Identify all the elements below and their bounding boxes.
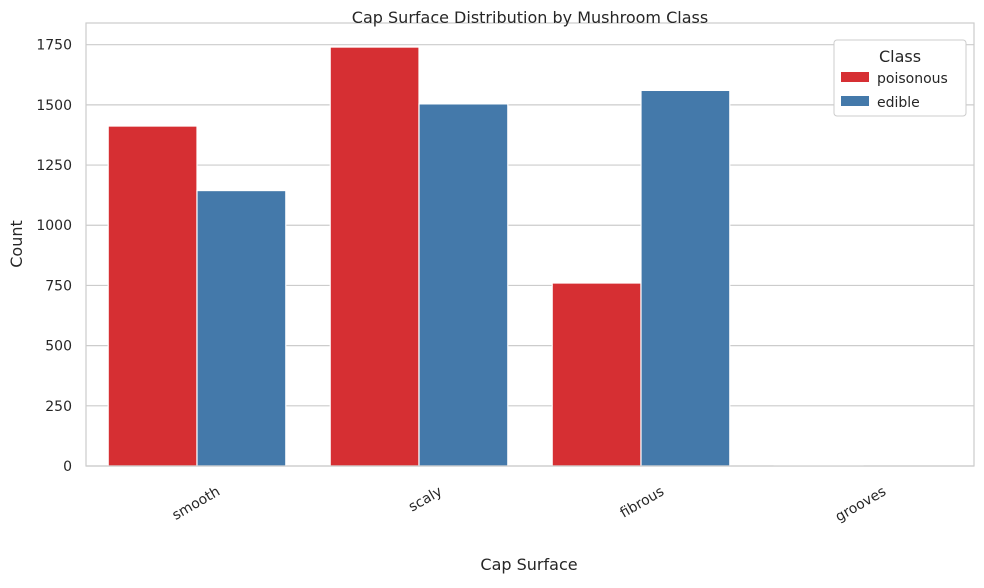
y-tick-label: 1500 [36, 98, 72, 114]
legend: Class poisonous edible [833, 39, 967, 117]
y-tick-label: 1250 [36, 158, 72, 174]
legend-title: Class [879, 47, 921, 66]
bar-edible-smooth [196, 189, 287, 467]
y-tick-label: 500 [45, 339, 72, 355]
legend-swatch-poisonous [841, 72, 869, 82]
x-tick-label: grooves [833, 484, 889, 526]
bar-edible-fibrous [640, 89, 731, 467]
y-tick-label: 250 [45, 399, 72, 415]
y-tick-label: 1750 [36, 38, 72, 54]
y-tick-label: 750 [45, 278, 72, 294]
bar-poisonous-fibrous [551, 282, 642, 467]
chart-title: Cap Surface Distribution by Mushroom Cla… [352, 8, 708, 27]
x-tick-labels: smooth scaly fibrous grooves [170, 484, 889, 526]
bars [107, 46, 864, 467]
legend-label-edible: edible [877, 95, 920, 111]
bar-poisonous-scaly [329, 46, 420, 467]
legend-swatch-edible [841, 96, 869, 106]
bar-poisonous-smooth [107, 125, 198, 467]
y-axis-label: Count [7, 220, 26, 268]
plot-frame [85, 22, 975, 467]
x-axis-label: Cap Surface [480, 555, 577, 574]
x-tick-label: fibrous [618, 484, 667, 522]
legend-label-poisonous: poisonous [877, 71, 948, 87]
x-tick-label: scaly [406, 484, 445, 516]
x-tick-label: smooth [170, 484, 223, 524]
y-tick-labels: 0 250 500 750 1000 1250 1500 1750 [36, 38, 72, 475]
y-tick-label: 1000 [36, 218, 72, 234]
bar-edible-scaly [418, 103, 509, 467]
y-tick-label: 0 [63, 459, 72, 475]
